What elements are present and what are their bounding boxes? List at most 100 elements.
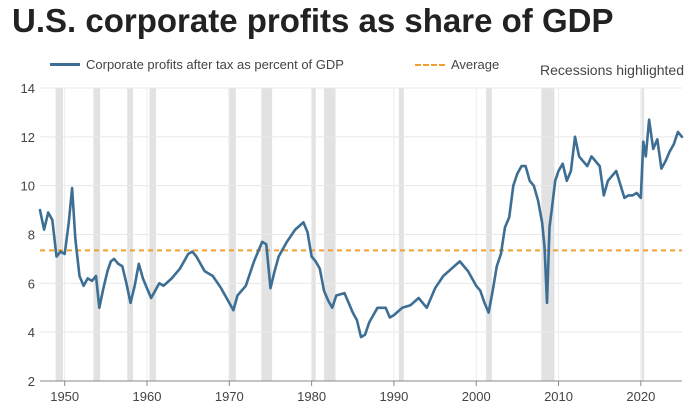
data-point [520, 165, 523, 167]
data-point [483, 302, 486, 304]
data-point [146, 287, 148, 290]
data-point [265, 243, 268, 246]
data-point [106, 270, 109, 272]
data-point [479, 289, 482, 292]
y-tick-label: 6 [28, 276, 35, 291]
data-point [335, 294, 338, 297]
data-point [467, 270, 469, 272]
data-point [664, 160, 667, 163]
data-point [294, 228, 296, 231]
data-point [314, 260, 317, 263]
y-tick-label: 14 [21, 81, 35, 96]
data-point [570, 170, 572, 172]
data-point [642, 140, 645, 143]
x-tick-label: 1950 [50, 389, 79, 404]
legend-line-swatch [50, 63, 80, 66]
data-point [603, 194, 605, 197]
data-point [364, 333, 366, 336]
data-point [137, 263, 140, 265]
data-point [39, 209, 41, 211]
data-point [142, 277, 144, 280]
data-point [450, 267, 453, 270]
profits-line [38, 118, 684, 339]
data-point [543, 245, 546, 248]
data-point [253, 260, 255, 263]
data-point [273, 270, 276, 272]
data-point [74, 238, 77, 241]
data-point [615, 170, 617, 172]
data-point [384, 306, 387, 309]
data-point [598, 165, 601, 167]
data-point [635, 192, 638, 194]
data-point [51, 219, 54, 221]
data-point [360, 336, 362, 338]
y-tick-label: 10 [21, 179, 35, 194]
data-point [524, 165, 527, 167]
data-point [220, 287, 222, 290]
x-tick-label: 1990 [379, 389, 408, 404]
data-point [323, 289, 325, 292]
data-point [401, 306, 403, 309]
data-point [232, 309, 235, 311]
x-tick-label: 2010 [544, 389, 573, 404]
data-point [554, 179, 557, 182]
data-point [113, 258, 115, 260]
x-tick-label: 2020 [626, 389, 655, 404]
legend-average-label: Average [451, 57, 500, 72]
data-point [496, 265, 498, 268]
data-point [133, 284, 136, 287]
data-point [125, 282, 128, 285]
data-point [306, 231, 309, 233]
data-point [672, 143, 675, 145]
data-point [565, 179, 568, 182]
data-point [162, 284, 165, 287]
data-point [343, 292, 346, 294]
data-point [656, 138, 659, 141]
data-point [557, 170, 560, 172]
data-point [117, 263, 119, 265]
data-point [582, 160, 585, 163]
data-point [71, 187, 73, 189]
data-point [356, 319, 358, 321]
data-point [191, 250, 194, 253]
data-point [331, 306, 333, 309]
data-point [389, 316, 391, 319]
data-point [652, 148, 654, 150]
data-point [516, 172, 519, 175]
legend-dashed-swatch [415, 63, 445, 66]
data-point [109, 260, 112, 263]
data-point [47, 211, 50, 214]
legend-item-series: Corporate profits after tax as percent o… [50, 57, 344, 72]
data-point [98, 306, 101, 309]
series-layer [38, 118, 684, 339]
data-point [487, 311, 490, 314]
data-point [528, 179, 531, 182]
data-point [158, 282, 161, 285]
x-tick-label: 1970 [215, 389, 244, 404]
data-point [236, 294, 239, 297]
data-point [640, 197, 642, 199]
data-point [368, 321, 371, 324]
data-point [43, 228, 45, 231]
data-point [541, 221, 543, 224]
data-point [500, 253, 502, 255]
data-point [154, 289, 157, 292]
data-point [668, 150, 671, 153]
gridlines [40, 87, 682, 381]
data-point [187, 253, 189, 255]
x-tick-label: 1960 [133, 389, 162, 404]
data-point [277, 255, 280, 258]
data-point [677, 131, 679, 133]
data-point [150, 297, 152, 299]
data-point [91, 280, 93, 282]
data-point [426, 306, 428, 309]
data-point [417, 297, 420, 299]
data-point [660, 167, 663, 170]
data-point [546, 302, 548, 304]
data-point [179, 267, 181, 270]
chart-title: U.S. corporate profits as share of GDP [12, 2, 614, 39]
data-point [681, 136, 683, 138]
data-point [508, 216, 510, 219]
data-point [95, 275, 97, 277]
